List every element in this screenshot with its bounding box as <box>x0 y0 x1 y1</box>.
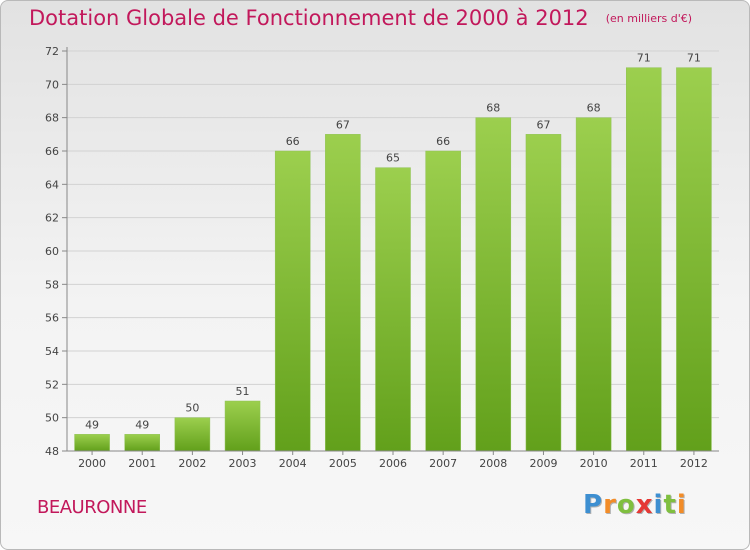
y-tick-label: 60 <box>45 245 59 258</box>
logo-letter: i <box>653 490 664 520</box>
logo-letter: P <box>583 490 604 520</box>
data-label: 68 <box>587 102 601 115</box>
data-label: 71 <box>637 52 651 65</box>
x-tick-label: 2009 <box>529 457 557 470</box>
bar <box>224 400 261 452</box>
proxiti-logo: Proxiti <box>583 490 687 520</box>
data-label: 49 <box>85 418 99 431</box>
logo-letter: x <box>635 490 654 520</box>
y-tick-label: 48 <box>45 445 59 458</box>
chart-title: Dotation Globale de Fonctionnement de 20… <box>29 6 589 30</box>
y-tick-label: 72 <box>45 45 59 58</box>
data-label: 50 <box>185 402 199 415</box>
bar <box>174 417 211 452</box>
x-tick-label: 2010 <box>580 457 608 470</box>
data-label: 66 <box>286 135 300 148</box>
chart-subtitle: (en milliers d'€) <box>605 12 693 25</box>
data-label: 49 <box>135 418 149 431</box>
x-tick-label: 2005 <box>329 457 357 470</box>
bars: 49 49 50 51 66 67 65 66 68 67 68 71 71 <box>74 52 712 452</box>
bar <box>425 150 461 452</box>
x-tick-label: 2000 <box>78 457 106 470</box>
data-label: 68 <box>486 102 500 115</box>
bar <box>325 134 361 452</box>
bar <box>676 67 712 452</box>
bar <box>475 117 512 452</box>
logo-letter: t <box>663 490 677 520</box>
x-tick-label: 2007 <box>429 457 457 470</box>
bar <box>74 434 110 452</box>
bar <box>274 150 311 452</box>
data-label: 67 <box>536 118 550 131</box>
x-tick-label: 2008 <box>479 457 507 470</box>
bar <box>375 167 411 452</box>
commune-name: BEAURONNE <box>37 497 147 518</box>
x-tick-label: 2004 <box>279 457 307 470</box>
data-label: 71 <box>687 52 701 65</box>
y-tick-label: 62 <box>45 212 59 225</box>
logo-letter: o <box>616 490 636 520</box>
x-tick-label: 2001 <box>128 457 156 470</box>
bar <box>626 67 662 452</box>
x-tick-label: 2002 <box>178 457 206 470</box>
title-row: Dotation Globale de Fonctionnement de 20… <box>29 6 692 30</box>
data-label: 67 <box>336 118 350 131</box>
data-label: 65 <box>386 152 400 165</box>
y-tick-label: 68 <box>45 112 59 125</box>
data-label: 51 <box>236 385 250 398</box>
y-tick-label: 56 <box>45 312 59 325</box>
y-tick-label: 52 <box>45 378 59 391</box>
y-tick-label: 58 <box>45 278 59 291</box>
bar <box>525 134 562 452</box>
y-tick-label: 54 <box>45 345 59 358</box>
x-tick-label: 2011 <box>630 457 658 470</box>
bar <box>575 117 612 452</box>
y-tick-label: 64 <box>45 178 59 191</box>
data-label: 66 <box>436 135 450 148</box>
y-tick-label: 50 <box>45 412 59 425</box>
y-tick-label: 66 <box>45 145 59 158</box>
x-tick-label: 2003 <box>229 457 257 470</box>
axes: 48 50 52 54 56 58 60 62 64 66 68 70 72 2000 2001 2002 20… <box>45 45 719 470</box>
x-tick-label: 2006 <box>379 457 407 470</box>
bar <box>124 434 160 452</box>
logo-letter: i <box>676 490 687 520</box>
y-tick-label: 70 <box>45 78 59 91</box>
x-tick-label: 2012 <box>680 457 708 470</box>
logo-letter: r <box>603 490 617 520</box>
